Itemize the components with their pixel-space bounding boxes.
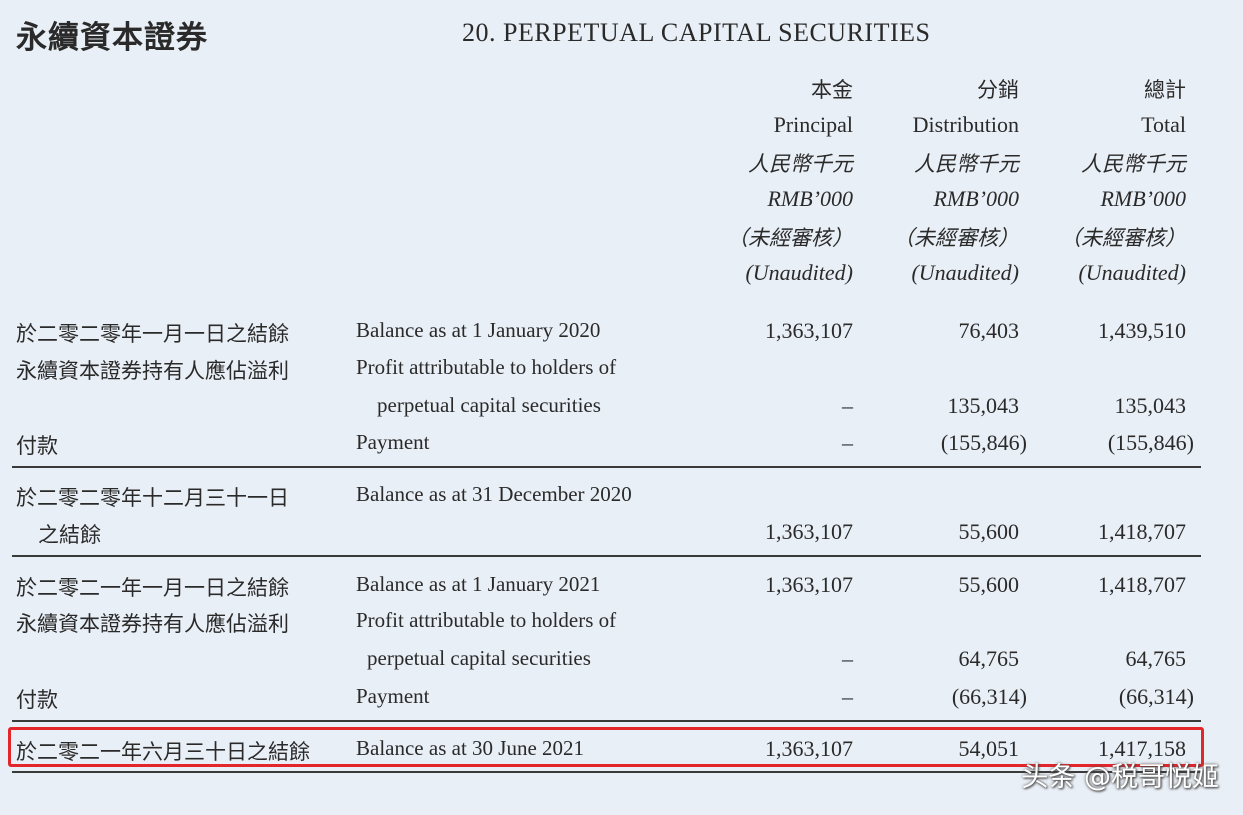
cell-total: 135,043 [1114,393,1187,418]
highlight-box [8,727,1204,767]
row-label-cn: 於二零二一年六月三十日之結餘 [16,740,310,764]
cell-total: (155,846) [1107,430,1194,455]
col-total-unit-en: RMB’000 [1100,186,1186,211]
cell-distribution: 54,051 [958,736,1020,761]
row-label-en: Balance as at 1 January 2021 [356,572,601,596]
cell-principal: – [842,684,853,709]
col-principal-audit-en: (Unaudited) [745,260,853,285]
cell-distribution: (155,846) [940,430,1027,455]
cell-principal: – [842,646,853,671]
col-principal-unit-cn: 人民幣千元 [748,152,853,176]
section-title-cn: 永續資本證券 [16,20,208,56]
col-distribution-audit-en: (Unaudited) [911,260,1019,285]
cell-principal: 1,363,107 [765,519,853,544]
col-distribution-cn: 分銷 [977,78,1019,102]
cell-distribution: 76,403 [958,318,1020,343]
row-label-en: Balance as at 30 June 2021 [356,736,585,760]
cell-distribution: (66,314) [951,684,1027,709]
row-label-en: Payment [356,684,430,708]
row-label-cn: 付款 [16,688,58,712]
row-label-cn: 付款 [16,434,58,458]
row-label-en-cont: perpetual capital securities [367,646,591,670]
col-principal-en: Principal [773,112,853,137]
col-total-audit-cn: （未經審核） [1060,226,1186,250]
col-distribution-unit-cn: 人民幣千元 [914,152,1019,176]
row-label-cn-cont: 之結餘 [38,523,101,547]
cell-principal: 1,363,107 [765,572,853,597]
row-label-en: Profit attributable to holders of [356,608,617,632]
row-label-cn: 於二零二零年十二月三十一日 [16,486,289,510]
row-label-en: Profit attributable to holders of [356,355,617,379]
row-label-en-cont: perpetual capital securities [377,393,601,417]
col-principal-unit-en: RMB’000 [767,186,853,211]
cell-principal: – [842,393,853,418]
col-principal-cn: 本金 [811,78,853,102]
table-rule [12,555,1201,557]
row-label-en: Balance as at 31 December 2020 [356,482,632,506]
table-rule [12,466,1201,468]
col-total-unit-cn: 人民幣千元 [1081,152,1186,176]
cell-principal: 1,363,107 [765,318,853,343]
col-principal-audit-cn: （未經審核） [727,226,853,250]
cell-distribution: 64,765 [958,646,1020,671]
cell-distribution: 55,600 [958,519,1020,544]
cell-total: 1,418,707 [1098,519,1186,544]
table-rule [12,771,1201,773]
row-label-cn: 於二零二零年一月一日之結餘 [16,322,289,346]
cell-total: (66,314) [1118,684,1194,709]
cell-principal: 1,363,107 [765,736,853,761]
watermark: 头条 @税哥悦姬 [1021,762,1219,793]
cell-total: 1,439,510 [1098,318,1186,343]
row-label-cn: 永續資本證券持有人應佔溢利 [16,612,289,636]
row-label-en: Balance as at 1 January 2020 [356,318,601,342]
row-label-cn: 於二零二一年一月一日之結餘 [16,576,289,600]
col-distribution-unit-en: RMB’000 [933,186,1019,211]
col-total-en: Total [1141,112,1186,137]
col-distribution-en: Distribution [912,112,1019,137]
col-total-audit-en: (Unaudited) [1078,260,1186,285]
cell-distribution: 55,600 [958,572,1020,597]
cell-distribution: 135,043 [947,393,1020,418]
col-total-cn: 總計 [1144,78,1186,102]
cell-total: 1,418,707 [1098,572,1186,597]
section-title-en: 20. PERPETUAL CAPITAL SECURITIES [462,18,931,47]
cell-total: 64,765 [1125,646,1187,671]
table-rule [12,720,1201,722]
row-label-en: Payment [356,430,430,454]
cell-principal: – [842,430,853,455]
col-distribution-audit-cn: （未經審核） [893,226,1019,250]
cell-total: 1,417,158 [1098,736,1186,761]
row-label-cn: 永續資本證券持有人應佔溢利 [16,359,289,383]
